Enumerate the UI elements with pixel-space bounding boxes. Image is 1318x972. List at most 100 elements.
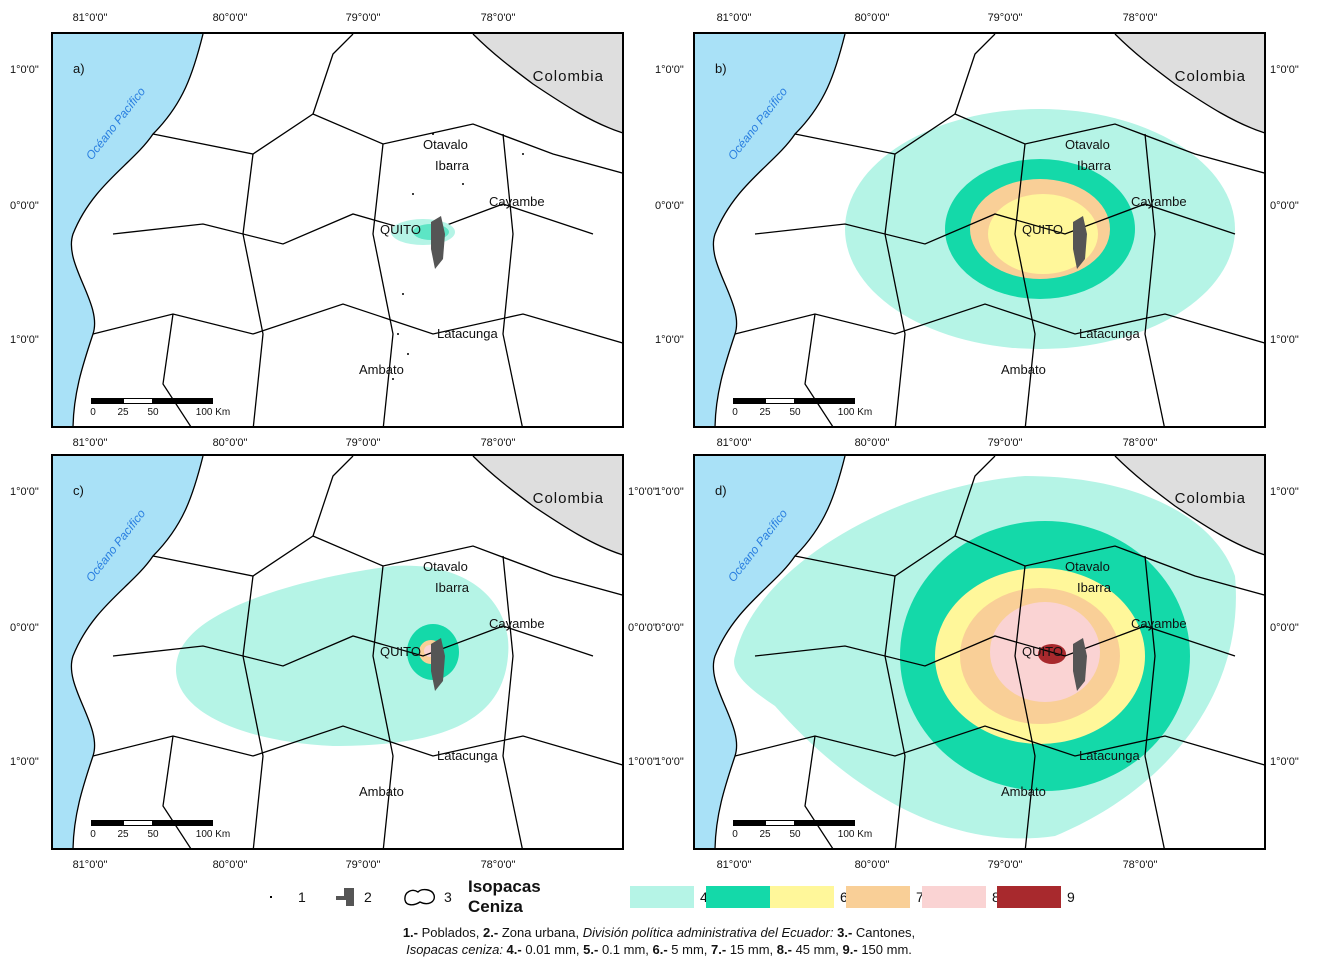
lon-tick-79-bottom: 79°0'0" <box>987 437 1023 449</box>
lat-tick-s1-right: 1°0'0" <box>1270 334 1299 346</box>
caption-b1: 1.- <box>402 925 418 940</box>
city-latacunga: Latacunga <box>437 326 498 341</box>
caption-b8: 8.- <box>776 942 792 957</box>
scale-100: 100 Km <box>195 829 231 840</box>
caption-b7: 7.- <box>711 942 727 957</box>
lat-tick-s1: 1°0'0" <box>10 756 39 768</box>
city-ambato: Ambato <box>359 362 404 377</box>
legend-item-6: 6 <box>770 884 848 910</box>
scale-50: 50 <box>147 829 159 840</box>
country-label: Colombia <box>532 490 604 507</box>
city-ibarra: Ibarra <box>435 580 469 595</box>
city-quito: QUITO <box>380 222 421 237</box>
lon-tick-78-bottom: 78°0'0" <box>1122 859 1158 871</box>
lat-tick-s1-right: 1°0'0" <box>628 756 657 768</box>
scale-bar: 0 25 50 100 Km <box>90 820 230 842</box>
lat-tick-0: 0°0'0" <box>10 622 39 634</box>
map-canvas-a <box>53 34 622 426</box>
lat-tick-0: 0°0'0" <box>655 200 684 212</box>
lat-tick-0-right: 0°0'0" <box>628 622 657 634</box>
legend-num-9: 9 <box>1067 889 1075 905</box>
lon-tick-81-bottom: 81°0'0" <box>72 859 108 871</box>
legend-title: Isopacas Ceniza <box>468 877 541 916</box>
caption-b2: 2.- <box>483 925 499 940</box>
lon-tick-78-bottom: 78°0'0" <box>480 859 516 871</box>
lat-tick-n1-right: 1°0'0" <box>1270 64 1299 76</box>
panel-label-b: b) <box>715 61 727 76</box>
scale-50: 50 <box>789 829 801 840</box>
legend-item-8: 8 <box>922 884 1000 910</box>
city-ibarra: Ibarra <box>435 158 469 173</box>
caption-b6: 6.- <box>652 942 668 957</box>
caption-t5: 0.1 mm, <box>598 942 653 957</box>
lat-tick-0-right: 0°0'0" <box>1270 200 1299 212</box>
city-cayambe: Cayambe <box>1131 194 1187 209</box>
legend-num-1: 1 <box>298 889 306 905</box>
legend-item-9: 9 <box>997 884 1075 910</box>
map-canvas-b <box>695 34 1264 426</box>
city-ambato: Ambato <box>1001 784 1046 799</box>
map-panel-c: c) Colombia Océano Pacífico Otavalo Ibar… <box>51 454 624 850</box>
scale-100: 100 Km <box>837 829 873 840</box>
caption-b3: 3.- <box>833 925 853 940</box>
lon-tick-79: 79°0'0" <box>987 12 1023 24</box>
legend-num-3: 3 <box>444 889 452 905</box>
lat-tick-s1-right: 1°0'0" <box>1270 756 1299 768</box>
lon-tick-79-bottom: 79°0'0" <box>345 437 381 449</box>
legend-num-6: 6 <box>840 889 848 905</box>
caption-t9: 150 mm. <box>857 942 912 957</box>
lon-tick-81-bottom: 81°0'0" <box>716 437 752 449</box>
scale-50: 50 <box>147 407 159 418</box>
city-otavalo: Otavalo <box>423 559 468 574</box>
scale-100: 100 Km <box>837 407 873 418</box>
legend-item-cantones: 3 <box>402 884 452 910</box>
lon-tick-81: 81°0'0" <box>716 12 752 24</box>
scale-0: 0 <box>90 829 96 840</box>
lon-tick-80: 80°0'0" <box>854 12 890 24</box>
lon-tick-80: 80°0'0" <box>212 12 248 24</box>
lat-tick-n1: 1°0'0" <box>655 486 684 498</box>
lat-tick-n1: 1°0'0" <box>10 64 39 76</box>
city-otavalo: Otavalo <box>423 137 468 152</box>
scale-100: 100 Km <box>195 407 231 418</box>
legend-num-7: 7 <box>916 889 924 905</box>
lat-tick-s1: 1°0'0" <box>655 334 684 346</box>
legend-num-8: 8 <box>992 889 1000 905</box>
swatch-8 <box>922 886 986 908</box>
legend-item-poblados: 1 <box>270 884 306 910</box>
city-ibarra: Ibarra <box>1077 580 1111 595</box>
country-label: Colombia <box>1174 68 1246 85</box>
country-label: Colombia <box>532 68 604 85</box>
scale-0: 0 <box>90 407 96 418</box>
scale-0: 0 <box>732 829 738 840</box>
city-cayambe: Cayambe <box>1131 616 1187 631</box>
legend-num-2: 2 <box>364 889 372 905</box>
city-latacunga: Latacunga <box>1079 326 1140 341</box>
legend-num-4: 4 <box>700 889 708 905</box>
caption-t6: 5 mm, <box>667 942 712 957</box>
caption-b5: 5.- <box>583 942 599 957</box>
caption-b4: 4.- <box>502 942 522 957</box>
city-quito: QUITO <box>1022 222 1063 237</box>
map-panel-b: b) Colombia Océano Pacífico Otavalo Ibar… <box>693 32 1266 428</box>
lat-tick-n1: 1°0'0" <box>655 64 684 76</box>
scale-bar: 0 25 50 100 Km <box>732 820 872 842</box>
map-canvas-c <box>53 456 622 848</box>
lat-tick-0: 0°0'0" <box>10 200 39 212</box>
lat-tick-s1: 1°0'0" <box>655 756 684 768</box>
country-label: Colombia <box>1174 490 1246 507</box>
city-quito: QUITO <box>1022 644 1063 659</box>
panel-label-a: a) <box>73 61 85 76</box>
scale-50: 50 <box>789 407 801 418</box>
lon-tick-79: 79°0'0" <box>345 12 381 24</box>
lon-tick-81-bottom: 81°0'0" <box>72 437 108 449</box>
urban-area-icon <box>336 888 354 906</box>
lon-tick-80-bottom: 80°0'0" <box>854 437 890 449</box>
city-otavalo: Otavalo <box>1065 137 1110 152</box>
lat-tick-0: 0°0'0" <box>655 622 684 634</box>
lon-tick-79-bottom: 79°0'0" <box>345 859 381 871</box>
swatch-5 <box>706 886 770 908</box>
panel-label-d: d) <box>715 483 727 498</box>
caption-t2: Zona urbana, <box>498 925 583 940</box>
caption-i2: Isopacas ceniza: <box>406 942 503 957</box>
